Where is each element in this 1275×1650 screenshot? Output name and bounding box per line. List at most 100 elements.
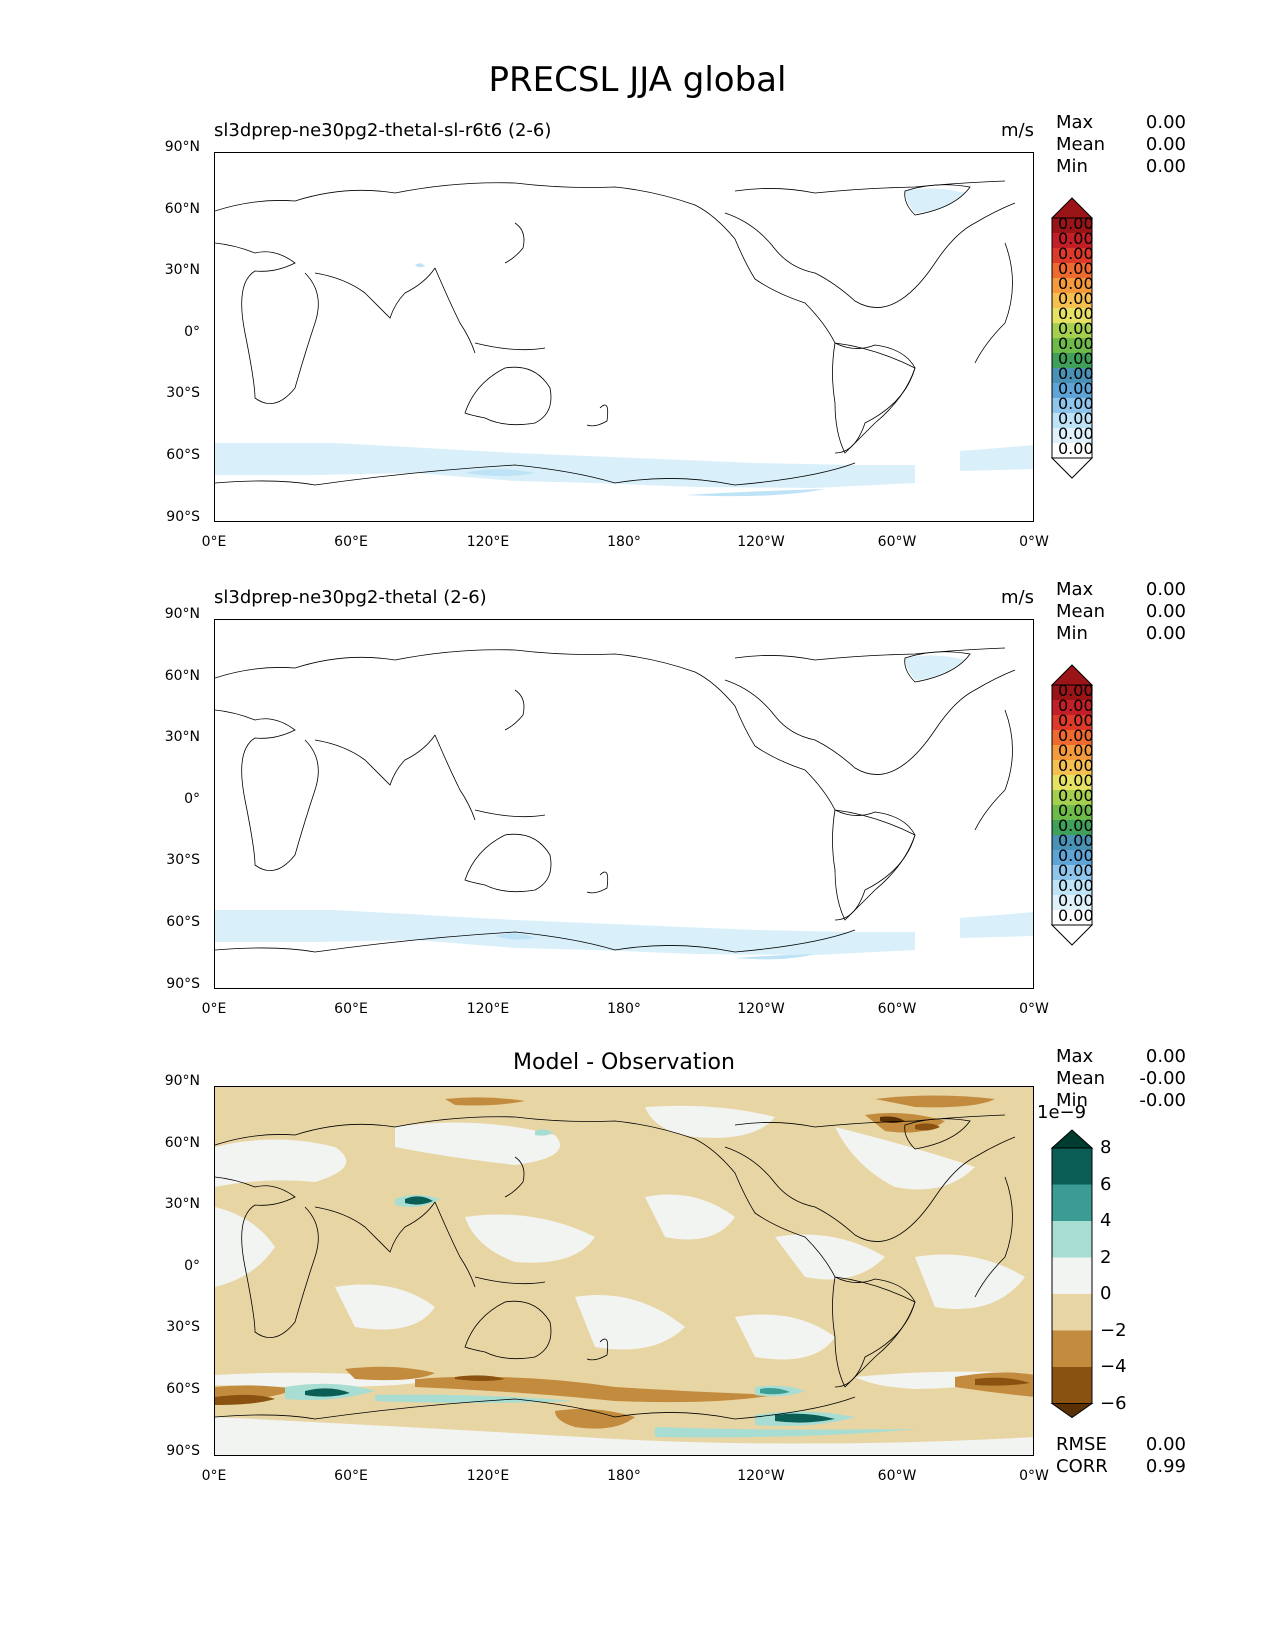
colorbar-segment: [1052, 218, 1092, 233]
panel-model-1: sl3dprep-ne30pg2-thetal-sl-r6t6 (2-6) m/…: [0, 112, 1275, 582]
colorbar-tick-label: −4: [1100, 1356, 1127, 1377]
colorbar-tick-label: 0.00: [1058, 214, 1094, 233]
coastlines: [215, 180, 1016, 486]
lon-tick: 180°: [607, 1001, 641, 1017]
precip-patch: [905, 188, 965, 213]
lat-tick: 0°: [184, 1258, 200, 1274]
colorbar-segment: [1052, 233, 1092, 248]
units-label: m/s: [1001, 120, 1034, 141]
map-area: [214, 619, 1034, 989]
lat-tick: 60°S: [166, 447, 200, 463]
stat-mean-value: 0.00: [1145, 601, 1186, 622]
lat-tick: 30°N: [164, 1196, 200, 1212]
lon-tick: 120°E: [466, 1001, 510, 1017]
lat-tick: 90°N: [164, 139, 200, 155]
colorbar-tick-label: 2: [1100, 1246, 1112, 1268]
colorbar-segment: [1052, 248, 1092, 263]
colorbar-tick-label: 0.00: [1058, 439, 1094, 458]
stat-min-value: 0.00: [1145, 623, 1186, 644]
colorbar-tick-label: 0.00: [1058, 289, 1094, 308]
lon-tick: 0°W: [1019, 1468, 1049, 1484]
colorbar-tick-label: 0.00: [1058, 696, 1094, 715]
colorbar-tick-label: 0.00: [1058, 349, 1094, 368]
colorbar-tick-label: 0.00: [1058, 876, 1094, 895]
colorbar-segment: [1052, 910, 1092, 925]
colorbar-segment: [1052, 1148, 1092, 1185]
colorbar: [1050, 1129, 1094, 1419]
colorbar-tick-label: 0: [1100, 1283, 1112, 1304]
lon-tick: 180°: [607, 1468, 641, 1484]
stat-max-label: Max: [1056, 1046, 1094, 1067]
negative-anomalies: [215, 1095, 1033, 1429]
colorbar-segment: [1052, 383, 1092, 398]
colorbar-tick-label: 0.00: [1058, 424, 1094, 443]
panel-title: Model - Observation: [513, 1050, 735, 1075]
lat-tick: 90°S: [166, 976, 200, 992]
colorbar-segment: [1052, 413, 1092, 428]
map-area: [214, 152, 1034, 522]
figure-title: PRECSL JJA global: [488, 60, 787, 100]
colorbar-segment: [1052, 685, 1092, 700]
colorbar-tick-label: 0.00: [1058, 891, 1094, 910]
coastlines: [215, 647, 1016, 953]
colorbar-outline: [1051, 684, 1093, 926]
colorbar-segment: [1052, 338, 1092, 353]
lon-tick: 60°E: [334, 1001, 368, 1017]
colorbar-tick-label: 0.00: [1058, 244, 1094, 263]
lon-tick: 60°W: [877, 534, 917, 550]
lat-tick: 60°S: [166, 1381, 200, 1397]
lon-tick: 180°: [607, 534, 641, 550]
colorbar: [1050, 197, 1094, 479]
map-area: [214, 1086, 1034, 1456]
stat-mean-label: Mean: [1056, 601, 1106, 622]
lat-tick: 30°N: [164, 262, 200, 278]
stat-mean-value: -0.00: [1139, 1068, 1186, 1089]
panel-title: sl3dprep-ne30pg2-thetal (2-6): [214, 587, 487, 608]
precip-patch: [465, 469, 535, 476]
rmse-label: RMSE: [1056, 1434, 1107, 1455]
precip-patch: [415, 263, 425, 268]
colorbar-cap-top: [1050, 1129, 1094, 1149]
colorbar-segment: [1052, 323, 1092, 338]
colorbar-tick-label: 0.00: [1058, 726, 1094, 745]
rmse-value: 0.00: [1145, 1434, 1186, 1455]
lat-tick: 90°S: [166, 509, 200, 525]
precip-patch: [685, 489, 825, 497]
positive-anomalies: [285, 1129, 915, 1438]
precip-band: [215, 910, 915, 955]
colorbar-segment: [1052, 428, 1092, 443]
colorbar-tick-label: 0.00: [1058, 379, 1094, 398]
colorbar-cap-bottom: [1050, 457, 1094, 479]
colorbar-tick-label: 0.00: [1058, 831, 1094, 850]
lat-tick: 90°N: [164, 606, 200, 622]
precip-patch: [495, 933, 535, 940]
lat-tick: 0°: [184, 791, 200, 807]
lat-tick: 30°N: [164, 729, 200, 745]
lat-tick: 60°N: [164, 201, 200, 217]
stat-max-label: Max: [1056, 579, 1094, 600]
lat-tick: 0°: [184, 324, 200, 340]
colorbar-tick-label: 0.00: [1058, 259, 1094, 278]
stat-mean-value: 0.00: [1145, 134, 1186, 155]
colorbar-tick-label: 0.00: [1058, 711, 1094, 730]
corr-value: 0.99: [1145, 1456, 1186, 1477]
colorbar-tick-label: 0.00: [1058, 786, 1094, 805]
colorbar-tick-label: 0.00: [1058, 409, 1094, 428]
lat-tick: 90°N: [164, 1073, 200, 1089]
colorbar-segment: [1052, 790, 1092, 805]
colorbar-segment: [1052, 760, 1092, 775]
colorbar-segment: [1052, 278, 1092, 293]
panel-model-2: sl3dprep-ne30pg2-thetal (2-6) m/s Max 0.0…: [0, 579, 1275, 1049]
lat-tick: 30°S: [166, 385, 200, 401]
colorbar-tick-label: 0.00: [1058, 756, 1094, 775]
colorbar-segment: [1052, 368, 1092, 383]
lat-tick: 60°N: [164, 668, 200, 684]
lat-tick: 60°S: [166, 914, 200, 930]
stats-block: Max 0.00 Mean 0.00 Min 0.00: [1056, 112, 1186, 178]
stat-mean-label: Mean: [1056, 134, 1106, 155]
lon-tick: 0°W: [1019, 534, 1049, 550]
panel-difference: Model - Observation Max 0.00 Mean -0.00 Mi…: [0, 1046, 1275, 1516]
stat-min-label: Min: [1056, 623, 1088, 644]
stat-min-value: 0.00: [1145, 156, 1186, 177]
lat-tick: 60°N: [164, 1135, 200, 1151]
